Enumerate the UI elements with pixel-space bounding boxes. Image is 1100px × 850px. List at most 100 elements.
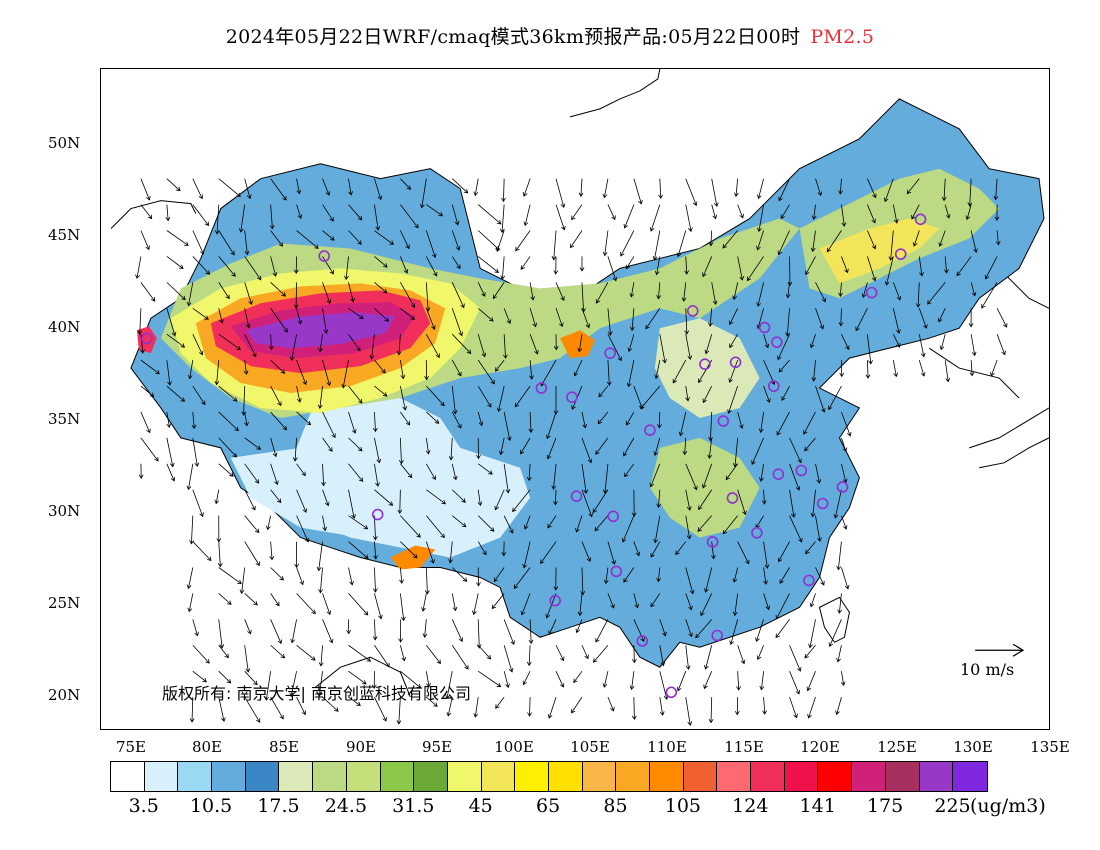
pm25-map bbox=[110, 69, 1049, 726]
wind-arrow bbox=[763, 385, 771, 404]
wind-arrow bbox=[477, 385, 492, 408]
wind-arrow bbox=[606, 360, 612, 387]
wind-arrow bbox=[140, 359, 160, 375]
wind-arrow bbox=[218, 645, 229, 659]
wind-arrow bbox=[477, 411, 484, 427]
wind-arrow bbox=[685, 385, 690, 402]
wind-arrow bbox=[296, 463, 306, 477]
wind-arrow bbox=[751, 437, 764, 466]
wind-arrow bbox=[214, 360, 220, 386]
wind-arrow bbox=[681, 282, 687, 302]
wind-arrow bbox=[734, 697, 740, 716]
wind-arrow bbox=[192, 619, 199, 637]
wind-arrow bbox=[810, 230, 816, 253]
wind-arrow bbox=[654, 256, 661, 276]
wind-arrow bbox=[270, 230, 283, 247]
wind-arrow bbox=[451, 645, 469, 670]
colorbar-tick-label: 85 bbox=[603, 795, 628, 817]
wind-arrow bbox=[620, 230, 635, 257]
wind-arrow bbox=[993, 178, 999, 201]
lon-label: 80E bbox=[191, 738, 223, 756]
wind-arrow bbox=[595, 282, 609, 304]
wind-arrow bbox=[192, 437, 200, 468]
wind-arrow bbox=[192, 178, 203, 200]
wind-arrow bbox=[867, 204, 876, 224]
wind-arrow bbox=[883, 178, 894, 203]
wind-arrow bbox=[424, 360, 429, 381]
wind-arrow bbox=[581, 463, 589, 494]
wind-arrow bbox=[322, 360, 332, 387]
wind-arrow bbox=[498, 437, 505, 456]
wind-arrow bbox=[640, 385, 661, 410]
wind-arrow bbox=[140, 230, 150, 251]
wind-arrow bbox=[649, 463, 661, 488]
wind-arrow bbox=[548, 619, 557, 636]
lon-label: 120E bbox=[800, 738, 840, 756]
wind-arrow bbox=[703, 645, 713, 670]
wind-arrow bbox=[775, 619, 790, 639]
south-green bbox=[649, 437, 760, 538]
wind-arrow bbox=[529, 282, 535, 301]
wind-arrow bbox=[763, 334, 770, 349]
wind-arrow bbox=[348, 282, 355, 303]
wind-arrow bbox=[348, 230, 362, 245]
wind-arrow bbox=[296, 308, 303, 325]
wind-arrow bbox=[678, 411, 687, 437]
wind-arrow bbox=[805, 541, 816, 555]
city-marker bbox=[535, 382, 548, 394]
wind-arrow bbox=[789, 463, 801, 491]
wind-arrow bbox=[603, 567, 609, 585]
wind-arrow bbox=[520, 437, 531, 455]
wind-arrow bbox=[645, 308, 661, 330]
china-region bbox=[130, 98, 1045, 668]
wind-arrow bbox=[707, 437, 713, 459]
wind-arrow bbox=[838, 178, 843, 195]
wind-arrow bbox=[633, 541, 641, 557]
wind-arrow bbox=[374, 256, 388, 268]
wind-arrow bbox=[602, 178, 609, 199]
wind-arrow bbox=[704, 334, 713, 355]
wind-reference-arrow bbox=[975, 643, 1025, 657]
wind-arrow bbox=[140, 282, 156, 302]
lon-label: 125E bbox=[877, 738, 917, 756]
wind-arrow bbox=[293, 256, 299, 274]
wind-arrow bbox=[763, 541, 770, 569]
wind-arrow bbox=[374, 204, 381, 231]
wind-arrow bbox=[732, 282, 739, 301]
city-marker bbox=[636, 635, 649, 647]
city-marker bbox=[803, 574, 815, 587]
wind-arrow bbox=[804, 437, 816, 452]
wind-arrow bbox=[244, 256, 262, 281]
wind-arrow bbox=[841, 256, 849, 274]
wind-arrow bbox=[244, 308, 251, 329]
wind-arrow bbox=[218, 308, 224, 324]
city-marker bbox=[758, 321, 771, 334]
wind-arrow bbox=[759, 463, 764, 482]
wind-arrow bbox=[499, 204, 505, 234]
colorbar-swatch bbox=[313, 762, 347, 791]
city-marker bbox=[610, 565, 623, 578]
wind-arrow bbox=[970, 230, 978, 253]
wind-arrow bbox=[451, 333, 472, 355]
colorbar-tick-label: 45 bbox=[468, 795, 493, 817]
wind-arrow bbox=[684, 308, 690, 335]
wind-arrow bbox=[598, 385, 609, 398]
wind-arrow bbox=[861, 282, 868, 299]
wind-arrow bbox=[815, 178, 823, 197]
wind-arrow bbox=[451, 308, 464, 337]
wind-arrow bbox=[244, 411, 249, 427]
wind-arrow bbox=[445, 671, 453, 700]
wind-arrow bbox=[522, 541, 531, 569]
wind-arrow bbox=[528, 411, 534, 434]
wind-arrow bbox=[294, 541, 300, 569]
wind-arrow bbox=[296, 515, 310, 543]
wind-arrow bbox=[348, 541, 369, 559]
wind-arrow bbox=[927, 282, 946, 305]
city-marker bbox=[726, 492, 739, 504]
map-panel bbox=[100, 68, 1050, 730]
wind-arrow bbox=[708, 697, 714, 724]
wind-arrow bbox=[553, 334, 559, 351]
wind-arrow bbox=[477, 489, 483, 507]
wind-arrow bbox=[915, 282, 921, 308]
wind-arrow bbox=[317, 385, 323, 410]
